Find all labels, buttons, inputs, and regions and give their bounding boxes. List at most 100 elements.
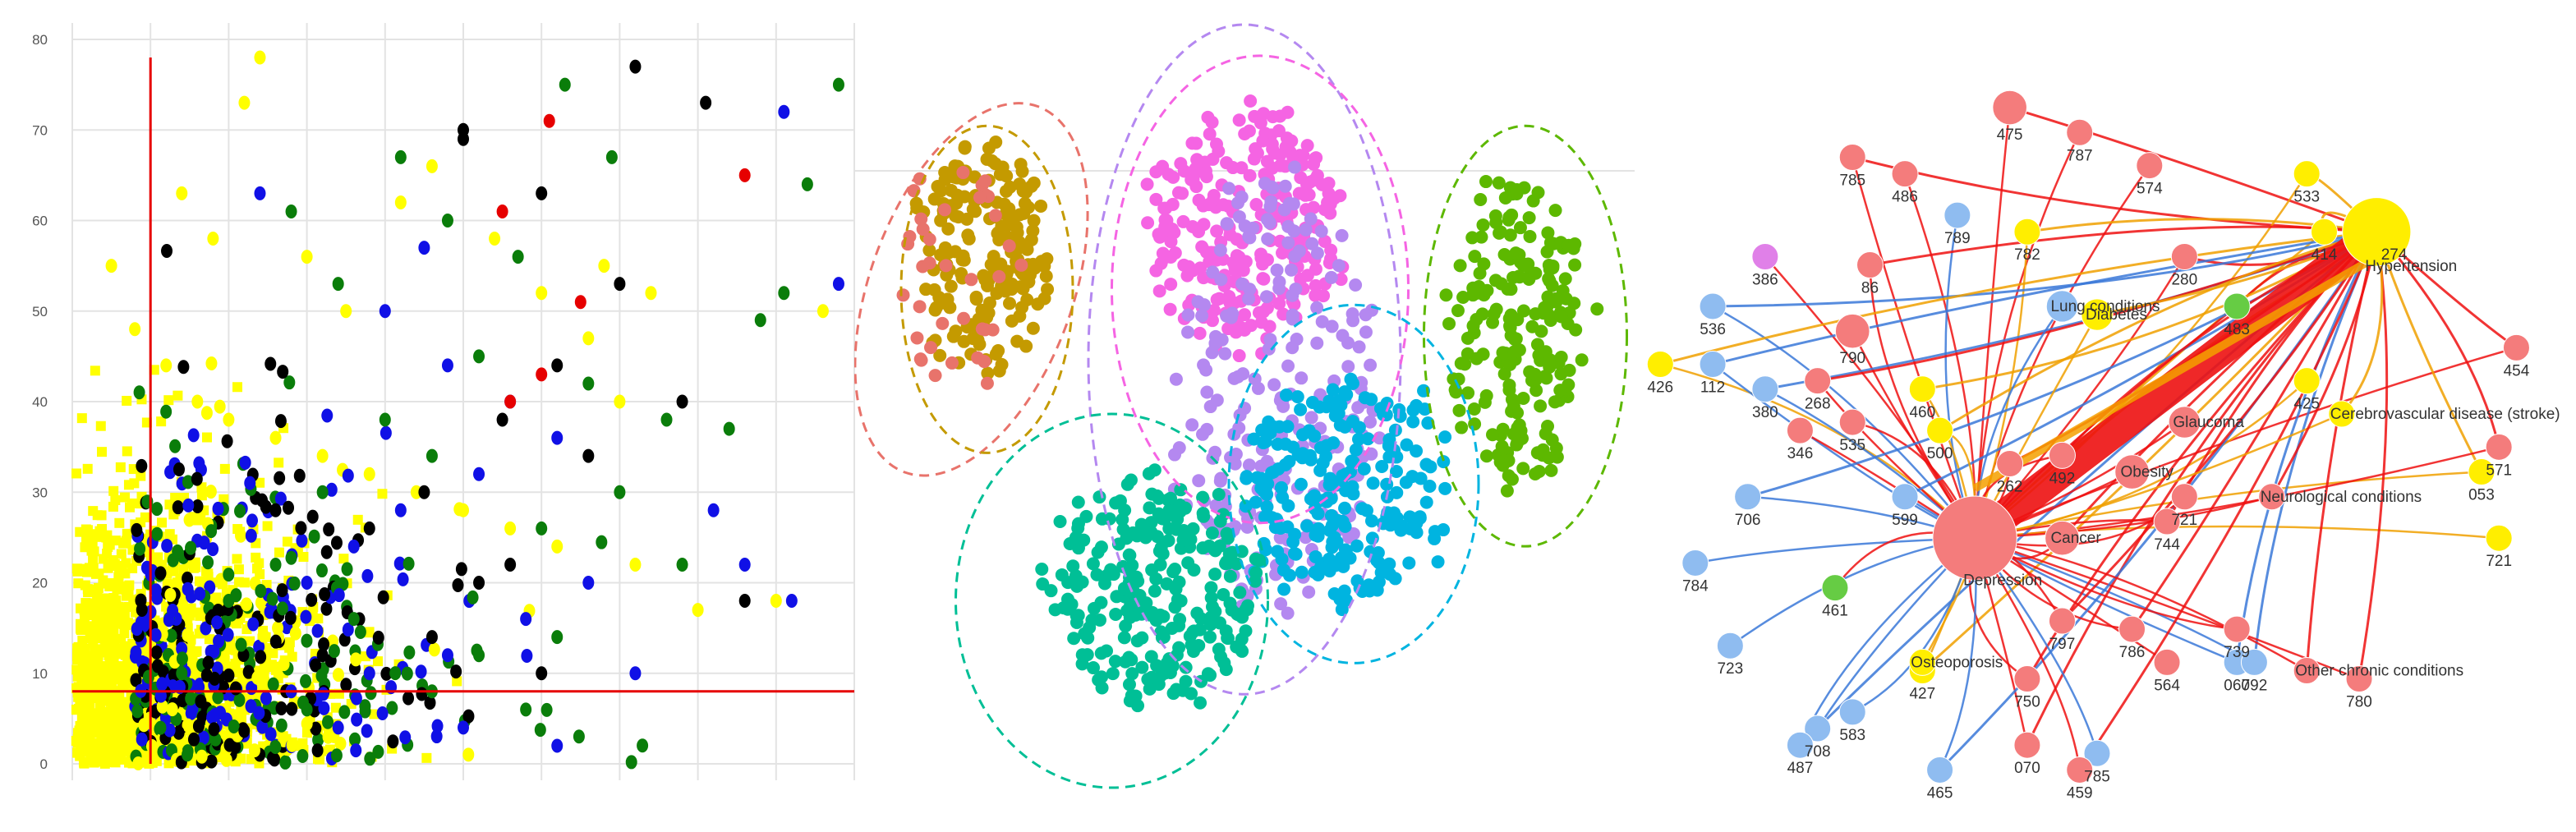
- data-point: [160, 358, 172, 373]
- cluster-point: [1333, 189, 1347, 203]
- cluster-point: [941, 296, 954, 310]
- cluster-point: [1320, 494, 1334, 508]
- network-node: [2013, 731, 2041, 759]
- cluster-point: [1304, 411, 1318, 425]
- cluster-point: [1263, 333, 1277, 347]
- cluster-point: [1116, 559, 1130, 573]
- data-point: [208, 722, 220, 737]
- cluster-point: [1129, 570, 1143, 584]
- data-point: [185, 692, 197, 706]
- cluster-point: [1405, 470, 1419, 484]
- cluster-point: [946, 329, 960, 343]
- y-axis-ticks: 0 10 20 30 40 50 60 70 80: [32, 32, 48, 772]
- cluster-point: [1095, 681, 1109, 695]
- cluster-point: [934, 214, 948, 228]
- cluster-point: [1243, 168, 1257, 182]
- cluster-point: [1294, 171, 1308, 185]
- node-label: 780: [2346, 694, 2372, 711]
- data-point: [317, 687, 329, 701]
- data-point: [325, 482, 338, 497]
- network-edge: [1659, 363, 1976, 540]
- data-point: [131, 622, 143, 637]
- data-point: [441, 358, 453, 373]
- network-node: [2240, 648, 2268, 676]
- network-node: [1908, 648, 1936, 676]
- data-point: [352, 514, 363, 525]
- cluster-point: [1109, 607, 1123, 621]
- network-node: [1734, 483, 1762, 511]
- data-point: [172, 725, 185, 740]
- data-point: [202, 555, 214, 570]
- data-point: [214, 399, 226, 414]
- data-point: [255, 477, 265, 488]
- data-point: [114, 602, 125, 613]
- data-point: [253, 706, 265, 720]
- cluster-point: [1219, 624, 1233, 638]
- cluster-point: [944, 183, 958, 197]
- data-point: [193, 456, 205, 471]
- cluster-point: [1055, 568, 1069, 581]
- cluster-point: [1281, 105, 1295, 119]
- network-node: [2048, 441, 2076, 469]
- data-point: [186, 603, 196, 614]
- data-point: [582, 576, 595, 590]
- node-label: 500: [1927, 445, 1953, 462]
- data-point: [770, 594, 782, 609]
- data-point: [379, 304, 391, 319]
- node-label: 782: [2014, 246, 2040, 264]
- data-point: [182, 619, 193, 630]
- cluster-point: [1157, 201, 1171, 215]
- cluster-point: [1272, 296, 1286, 310]
- cluster-point: [1010, 220, 1024, 234]
- data-point: [264, 727, 277, 742]
- data-point: [257, 628, 269, 643]
- cluster-point: [941, 222, 955, 236]
- network-node: [1751, 242, 1779, 270]
- data-point: [122, 446, 132, 457]
- cluster-point: [936, 316, 950, 330]
- cluster-point: [896, 288, 910, 302]
- data-point: [87, 662, 98, 673]
- network-node: [1932, 495, 2017, 581]
- cluster-point: [1203, 127, 1217, 141]
- data-point: [778, 286, 790, 301]
- cluster-point: [1184, 532, 1198, 546]
- data-point: [328, 644, 340, 659]
- cluster-point: [1240, 471, 1254, 485]
- data-point: [79, 757, 90, 768]
- node-label: 785: [1839, 172, 1865, 190]
- data-point: [295, 521, 307, 536]
- cluster-point: [1438, 481, 1452, 495]
- data-point: [149, 365, 159, 375]
- cluster-point: [1024, 179, 1038, 193]
- data-point: [551, 539, 564, 554]
- data-point: [399, 730, 412, 745]
- data-point: [321, 408, 334, 423]
- cluster-point: [1299, 223, 1313, 237]
- cluster-point: [1261, 477, 1275, 491]
- data-point: [88, 747, 99, 758]
- data-point: [536, 666, 548, 681]
- cluster-point: [1164, 491, 1178, 505]
- data-point: [365, 686, 377, 701]
- cluster-point: [1039, 269, 1053, 283]
- node-label: 483: [2224, 321, 2250, 338]
- cluster-point: [1162, 522, 1176, 536]
- cluster-point: [1212, 487, 1226, 501]
- data-point: [629, 557, 642, 572]
- cluster-point: [1257, 272, 1271, 286]
- node-label: 425: [2293, 396, 2320, 413]
- cluster-point: [1506, 427, 1520, 441]
- data-point: [97, 447, 108, 457]
- cluster-point: [1086, 661, 1100, 675]
- data-point: [73, 565, 84, 576]
- cluster-point: [1203, 539, 1217, 553]
- cluster-point: [1359, 503, 1373, 517]
- data-point: [301, 728, 312, 738]
- cluster-point: [1135, 660, 1149, 674]
- data-point: [296, 533, 308, 548]
- cluster-point: [1542, 451, 1556, 465]
- data-point: [235, 637, 247, 652]
- cluster-point: [1460, 331, 1474, 345]
- cluster-point: [1479, 175, 1493, 189]
